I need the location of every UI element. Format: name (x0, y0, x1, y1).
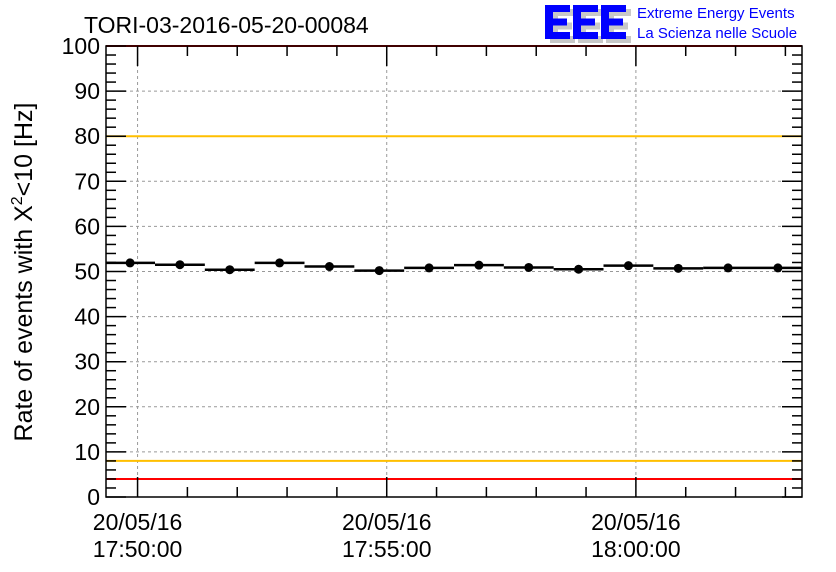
y-tick-label: 30 (74, 349, 100, 375)
y-tick-label: 40 (74, 304, 100, 330)
logo-letter-bar (601, 32, 626, 39)
logo-letter-bar (578, 36, 603, 43)
data-point (275, 258, 285, 268)
data-point (225, 265, 235, 275)
logo-line1: Extreme Energy Events (637, 5, 795, 22)
logo-letter-bar (573, 32, 598, 39)
logo-letter-bar (578, 9, 603, 16)
data-point (125, 258, 135, 268)
reference-lines (106, 45, 802, 480)
data-points (106, 258, 802, 276)
y-tick-label: 90 (74, 78, 100, 104)
x-tick-time: 17:50:00 (93, 536, 183, 562)
logo-letter-bar (606, 36, 631, 43)
chart-title: TORI-03-2016-05-20-00084 (84, 12, 369, 38)
grid (106, 46, 802, 497)
logo-letter-bar (601, 5, 626, 12)
data-point (324, 262, 334, 272)
y-tick-label: 80 (74, 123, 100, 149)
logo-letter-bar (578, 22, 600, 30)
logo-letter-bar (601, 18, 623, 26)
data-point (673, 263, 683, 273)
y-tick-label: 70 (74, 168, 100, 194)
data-point (374, 266, 384, 276)
x-tick-time: 17:55:00 (342, 536, 432, 562)
logo-letter-bar (550, 22, 572, 30)
y-tick-label: 20 (74, 394, 100, 420)
axes: 010203040506070809010020/05/1617:50:0020… (62, 33, 802, 562)
y-tick-label: 0 (87, 484, 100, 510)
logo-mark (545, 5, 626, 39)
logo-letter-bar (606, 9, 631, 16)
y-tick-label: 50 (74, 259, 100, 285)
data-point (175, 260, 185, 270)
logo-letter-bar (573, 18, 595, 26)
x-tick-time: 18:00:00 (591, 536, 681, 562)
y-tick-label: 60 (74, 213, 100, 239)
y-axis-label: Rate of events with X2<10 [Hz] (9, 103, 38, 442)
data-point (424, 263, 434, 273)
y-tick-label: 10 (74, 439, 100, 465)
logo-letter-bar (550, 36, 575, 43)
eee-logo: Extreme Energy Events La Scienza nelle S… (545, 5, 797, 43)
data-point (623, 261, 633, 271)
data-point (723, 263, 733, 273)
logo-letter-bar (545, 32, 570, 39)
x-tick-date: 20/05/16 (93, 509, 183, 535)
y-tick-label: 100 (62, 33, 100, 59)
logo-letter-bar (545, 18, 567, 26)
logo-shadow (550, 9, 631, 43)
data-point (773, 263, 783, 273)
logo-letter-bar (545, 5, 570, 12)
data-point (474, 260, 484, 270)
logo-line2: La Scienza nelle Scuole (637, 25, 797, 42)
logo-letter-bar (606, 22, 628, 30)
logo-letter-bar (573, 5, 598, 12)
data-point (574, 264, 584, 274)
data-point (524, 262, 534, 272)
logo-letter-bar (550, 9, 575, 16)
x-tick-date: 20/05/16 (591, 509, 681, 535)
x-tick-date: 20/05/16 (342, 509, 432, 535)
